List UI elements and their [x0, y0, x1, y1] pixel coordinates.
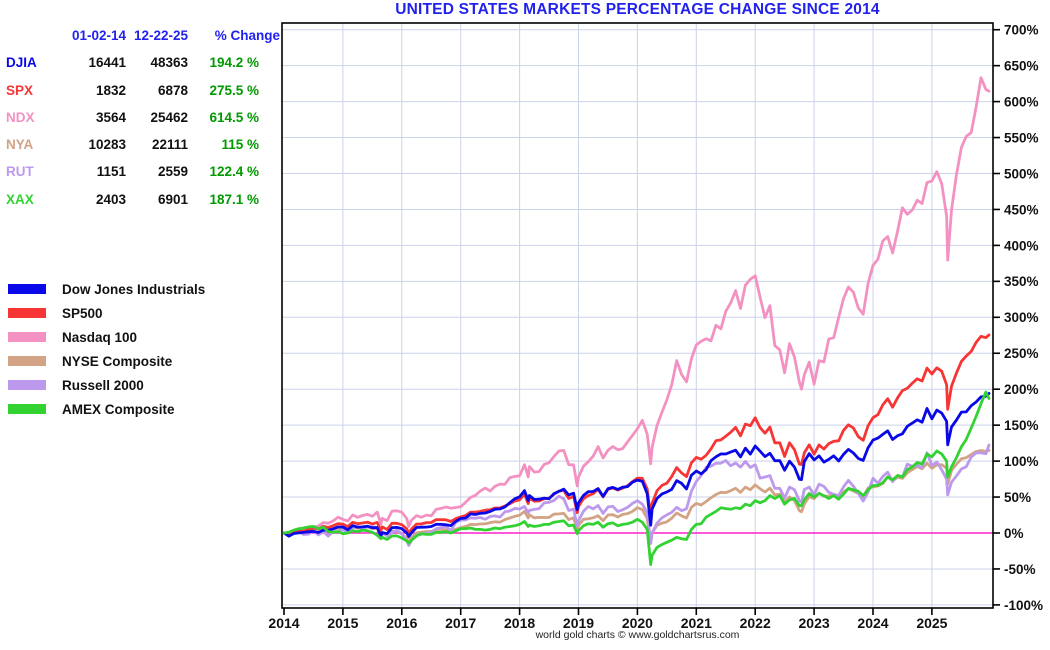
y-tick-label: 100% — [1004, 454, 1039, 469]
start-value-rut: 1151 — [96, 164, 126, 180]
y-tick-label: 450% — [1004, 202, 1039, 217]
x-tick-label: 2019 — [563, 615, 594, 631]
start-value-djia: 16441 — [88, 55, 126, 71]
end-value-rut: 2559 — [157, 164, 188, 180]
legend-label: SP500 — [62, 305, 103, 321]
stats-table: 01-02-14 12-22-25 % Change DJIA 16441 48363 19… — [3, 22, 280, 213]
legend-swatch-icon — [8, 380, 46, 390]
series-line-ndx — [282, 76, 991, 535]
x-tick-label: 2014 — [268, 615, 299, 631]
ticker-label-rut: RUT — [6, 164, 34, 180]
ticker-label-nya: NYA — [6, 137, 34, 153]
x-tick-label: 2018 — [504, 615, 535, 631]
table-header-1: 12-22-25 — [133, 28, 188, 43]
legend-item: AMEX Composite — [8, 397, 205, 421]
legend-swatch-icon — [8, 284, 46, 294]
legend-item: Russell 2000 — [8, 373, 205, 397]
end-value-spx: 6878 — [157, 82, 188, 98]
legend-item: Dow Jones Industrials — [8, 277, 205, 301]
copyright-footer: world gold charts © www.goldchartsrus.co… — [535, 629, 740, 641]
legend-swatch-icon — [8, 404, 46, 414]
y-tick-label: -50% — [1004, 562, 1036, 577]
y-tick-label: 250% — [1004, 346, 1039, 361]
end-value-ndx: 25462 — [150, 109, 188, 125]
end-value-djia: 48363 — [150, 55, 188, 71]
ticker-label-spx: SPX — [6, 82, 34, 98]
y-tick-label: 50% — [1004, 490, 1031, 505]
x-tick-label: 2024 — [857, 615, 888, 631]
x-tick-label: 2020 — [622, 615, 653, 631]
pct-change-djia: 194.2 % — [209, 55, 259, 71]
x-tick-label: 2015 — [327, 615, 358, 631]
legend-item: Nasdaq 100 — [8, 325, 205, 349]
y-tick-label: 200% — [1004, 382, 1039, 397]
pct-change-ndx: 614.5 % — [209, 109, 259, 125]
pct-change-rut: 122.4 % — [209, 164, 259, 180]
x-tick-label: 2023 — [799, 615, 830, 631]
pct-change-xax: 187.1 % — [209, 191, 259, 207]
legend-item: NYSE Composite — [8, 349, 205, 373]
y-tick-label: -100% — [1004, 598, 1043, 613]
x-tick-label: 2016 — [386, 615, 417, 631]
series-line-xax — [282, 390, 991, 566]
y-tick-label: 350% — [1004, 274, 1039, 289]
legend-label: Nasdaq 100 — [62, 329, 138, 345]
y-tick-label: 300% — [1004, 310, 1039, 325]
pct-change-spx: 275.5 % — [209, 82, 259, 98]
y-tick-label: 600% — [1004, 94, 1039, 109]
page-title: UNITED STATES MARKETS PERCENTAGE CHANGE … — [395, 1, 880, 18]
legend-swatch-icon — [8, 356, 46, 366]
ticker-label-xax: XAX — [6, 191, 34, 207]
legend-label: Russell 2000 — [62, 377, 144, 393]
chart-legend: Dow Jones Industrials SP500 Nasdaq 100 NYSE… — [8, 277, 205, 421]
x-tick-label: 2021 — [681, 615, 712, 631]
x-tick-label: 2025 — [916, 615, 947, 631]
series-line-rut — [282, 443, 991, 547]
table-header-2: % Change — [214, 28, 280, 43]
end-value-xax: 6901 — [157, 191, 188, 207]
start-value-xax: 2403 — [95, 191, 126, 207]
y-tick-label: 500% — [1004, 166, 1039, 181]
end-value-nya: 22111 — [151, 137, 188, 153]
y-tick-label: 700% — [1004, 23, 1039, 38]
ticker-label-djia: DJIA — [6, 55, 37, 71]
legend-label: AMEX Composite — [62, 401, 175, 417]
ticker-label-ndx: NDX — [6, 109, 35, 125]
y-tick-label: 400% — [1004, 238, 1039, 253]
legend-label: NYSE Composite — [62, 353, 173, 369]
y-tick-label: 550% — [1004, 130, 1039, 145]
y-tick-label: 0% — [1004, 526, 1024, 541]
x-tick-label: 2017 — [445, 615, 476, 631]
start-value-spx: 1832 — [95, 82, 126, 98]
series-line-djia — [282, 391, 991, 538]
legend-label: Dow Jones Industrials — [62, 281, 206, 297]
start-value-nya: 10283 — [88, 137, 126, 153]
pct-change-nya: 115 % — [221, 137, 259, 153]
x-tick-label: 2022 — [740, 615, 771, 631]
start-value-ndx: 3564 — [95, 109, 126, 125]
y-tick-label: 150% — [1004, 418, 1039, 433]
y-tick-label: 650% — [1004, 59, 1039, 74]
table-header-0: 01-02-14 — [71, 28, 126, 43]
legend-swatch-icon — [8, 332, 46, 342]
legend-item: SP500 — [8, 301, 205, 325]
legend-swatch-icon — [8, 308, 46, 318]
